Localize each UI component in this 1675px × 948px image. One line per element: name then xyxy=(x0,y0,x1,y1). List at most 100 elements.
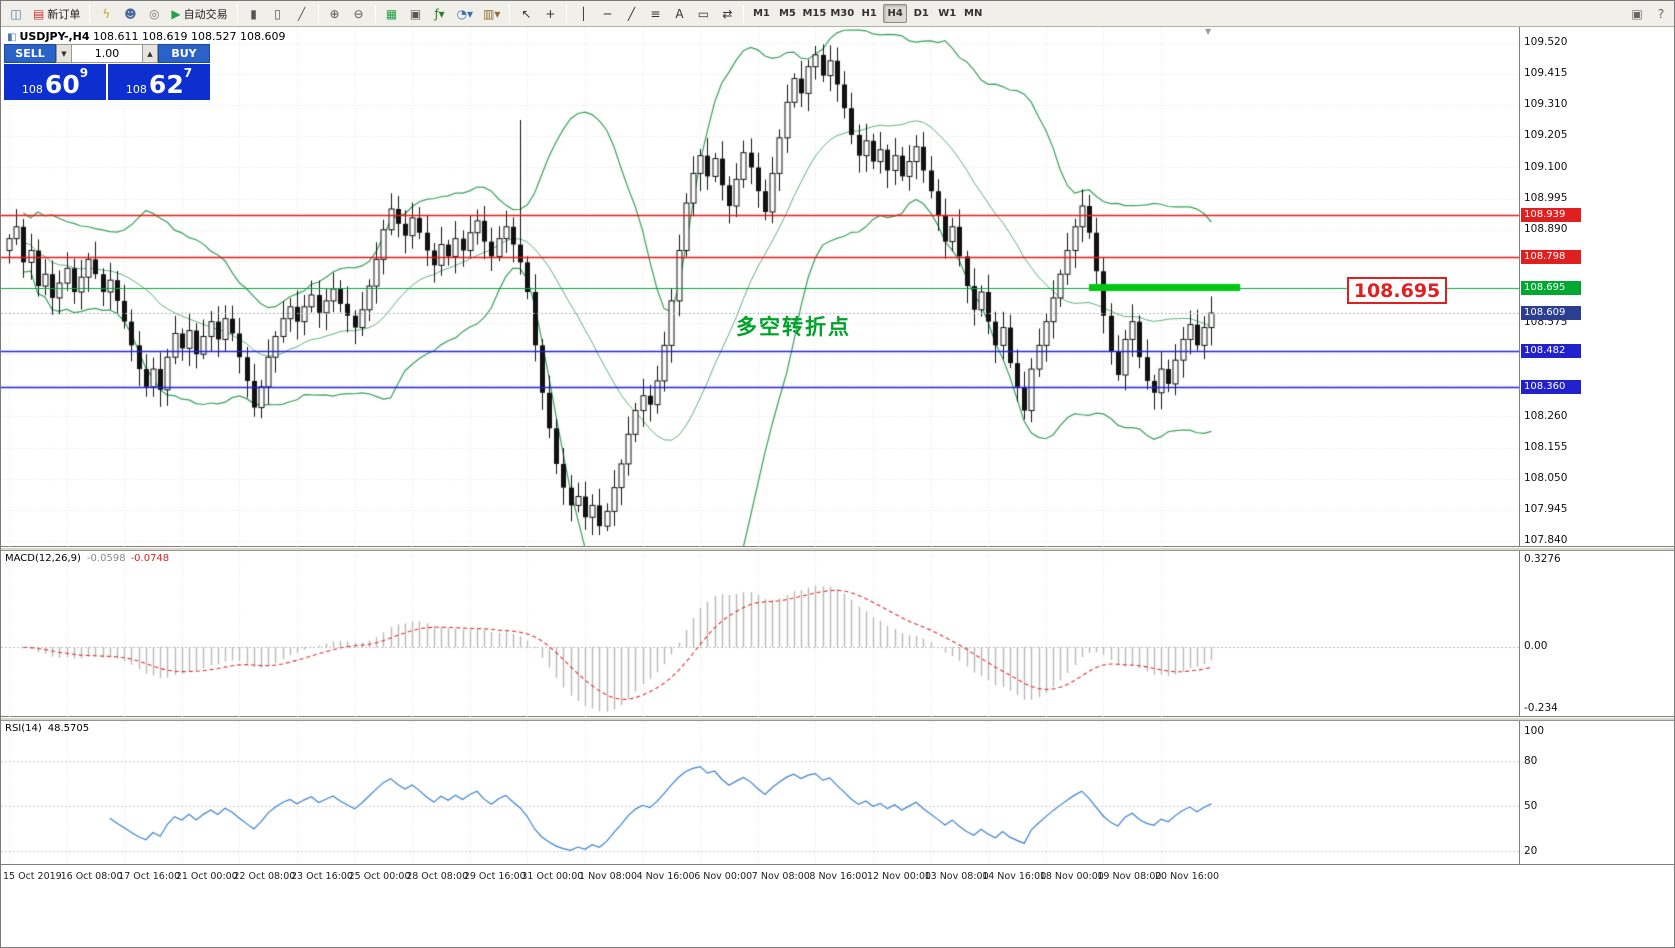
buy-button[interactable]: BUY xyxy=(158,44,210,63)
vertical-line-button[interactable]: │ xyxy=(579,6,588,21)
chart-text-annotation: 多空转折点 xyxy=(736,315,851,339)
toolbar-separator xyxy=(236,4,238,23)
timeframe-button-mn[interactable]: MN xyxy=(964,8,983,19)
macd-scale: 0.3276 0.00 -0.234 xyxy=(1519,551,1583,716)
timeframe-button-m15[interactable]: M15 xyxy=(802,8,827,19)
trendline-button[interactable]: ╱ xyxy=(627,6,636,21)
price-scale[interactable]: 109.520 109.415 109.310 109.205 109.100 108.9… xyxy=(1519,27,1583,546)
charts-menu-icon[interactable]: ◫ xyxy=(10,6,22,21)
buy-price-tile[interactable]: 108 62 7 xyxy=(108,64,210,100)
line-chart-button[interactable]: ╱ xyxy=(297,6,306,21)
time-axis-label: 18 Nov 00:00 xyxy=(1039,871,1104,882)
zoom-in-button[interactable]: ⊕ xyxy=(329,6,340,21)
chart-window-icon[interactable]: ▣ xyxy=(1631,6,1643,21)
profiles-icon[interactable]: ☻ xyxy=(124,6,137,21)
macd-canvas[interactable] xyxy=(1,551,1519,717)
zoom-out-button[interactable]: ⊖ xyxy=(353,6,364,21)
time-axis-label: 25 Oct 00:00 xyxy=(348,871,411,882)
rsi-canvas[interactable] xyxy=(1,721,1519,865)
price-scale-label: 108.050 xyxy=(1524,471,1568,484)
fibonacci-button[interactable]: ≡ xyxy=(650,6,661,21)
time-axis-label: 4 Nov 16:00 xyxy=(636,871,695,882)
buy-price-point: 7 xyxy=(183,66,193,80)
cursor-button[interactable]: ↖ xyxy=(521,6,532,21)
toolbar-separator xyxy=(743,4,745,23)
price-level-tag: 108.695 xyxy=(1521,280,1581,295)
time-axis-label: 29 Oct 16:00 xyxy=(463,871,526,882)
volume-input[interactable] xyxy=(72,44,142,63)
text-label-button[interactable]: ▭ xyxy=(697,6,710,21)
macd-signal-value: -0.0748 xyxy=(130,553,170,564)
timeframe-button-m1[interactable]: M1 xyxy=(752,8,770,19)
templates-menu-button[interactable]: ▥▾ xyxy=(483,6,501,21)
chart-shift-marker-icon[interactable]: ▼ xyxy=(1205,27,1212,36)
help-icon[interactable]: ? xyxy=(1657,6,1665,21)
sell-button[interactable]: SELL xyxy=(4,44,56,63)
price-level-tag: 108.798 xyxy=(1521,250,1581,265)
price-level-tag: 108.939 xyxy=(1521,208,1581,223)
rsi-name: RSI(14) xyxy=(5,723,42,734)
time-axis[interactable]: 15 Oct 2019 16 Oct 08:00 17 Oct 16:00 21 Oc… xyxy=(1,865,1674,891)
cascade-windows-button[interactable]: ▣ xyxy=(409,6,422,21)
price-level-tag: 108.360 xyxy=(1521,379,1581,394)
macd-panel: 0.3276 0.00 -0.234 MACD(12,26,9) -0.0598 -0.… xyxy=(1,551,1674,717)
time-axis-label: 15 Oct 2019 xyxy=(3,871,62,882)
rsi-scale-label: 100 xyxy=(1524,725,1545,737)
volume-decrease-button[interactable]: ▼ xyxy=(56,44,72,63)
time-axis-label: 20 Nov 16:00 xyxy=(1155,871,1220,882)
toolbar-separator xyxy=(566,4,568,23)
macd-value: -0.0598 xyxy=(86,553,126,564)
bar-chart-button[interactable]: ▮ xyxy=(250,6,257,21)
price-scale-label: 109.205 xyxy=(1524,129,1568,142)
timeframe-button-m5[interactable]: M5 xyxy=(778,8,796,19)
tile-windows-button[interactable]: ▦ xyxy=(385,6,398,21)
price-scale-label: 108.155 xyxy=(1524,440,1568,453)
periods-menu-button[interactable]: ◔▾ xyxy=(456,6,474,21)
text-button[interactable]: A xyxy=(675,6,684,21)
timeframe-button-w1[interactable]: W1 xyxy=(938,8,957,19)
chart-icon: ◧ xyxy=(7,32,17,43)
price-scale-label: 109.100 xyxy=(1524,160,1568,173)
ohlc-values: 108.611 108.619 108.527 108.609 xyxy=(93,30,286,43)
timeframe-button-m30[interactable]: M30 xyxy=(830,8,855,19)
time-axis-label: 7 Nov 08:00 xyxy=(751,871,810,882)
price-scale-label: 107.840 xyxy=(1524,534,1568,546)
price-scale-label: 108.995 xyxy=(1524,191,1568,204)
price-scale-label: 108.260 xyxy=(1524,409,1568,422)
time-axis-label: 1 Nov 08:00 xyxy=(579,871,638,882)
rsi-scale-label: 20 xyxy=(1524,845,1538,858)
timeframe-button-h4[interactable]: H4 xyxy=(883,4,908,23)
time-axis-label: 8 Nov 16:00 xyxy=(809,871,868,882)
rsi-scale-label: 80 xyxy=(1524,755,1538,768)
autotrading-button[interactable]: ▶ 自动交易 xyxy=(171,6,228,21)
arrows-button[interactable]: ⇄ xyxy=(722,6,733,21)
panel-separator[interactable] xyxy=(1,717,1674,721)
script-icon[interactable]: ϟ xyxy=(102,6,111,21)
main-chart-panel: 109.520 109.415 109.310 109.205 109.100 108.9… xyxy=(1,27,1674,547)
toolbar-separator xyxy=(317,4,319,23)
crosshair-button[interactable]: + xyxy=(545,6,556,21)
volume-increase-button[interactable]: ▲ xyxy=(142,44,158,63)
price-scale-label: 107.945 xyxy=(1524,502,1568,515)
sell-price-tile[interactable]: 108 60 9 xyxy=(4,64,106,100)
one-click-trading-panel: SELL ▼ ▲ BUY 108 60 9 108 62 7 xyxy=(4,44,210,100)
panel-separator[interactable] xyxy=(1,547,1674,551)
macd-name: MACD(12,26,9) xyxy=(5,553,81,564)
data-window-icon[interactable]: ◎ xyxy=(149,6,160,21)
toolbar-separator xyxy=(509,4,511,23)
rsi-scale: 100 80 50 20 xyxy=(1519,721,1583,864)
time-axis-label: 19 Nov 08:00 xyxy=(1097,871,1162,882)
toolbar-separator xyxy=(89,4,91,23)
horizontal-line-button[interactable]: ─ xyxy=(603,6,612,21)
symbol-title: USDJPY-,H4 xyxy=(19,30,90,43)
candlestick-chart-button[interactable]: ▯ xyxy=(274,6,281,21)
price-chart-canvas[interactable] xyxy=(1,27,1519,547)
price-scale-label: 108.890 xyxy=(1524,222,1568,235)
timeframe-button-d1[interactable]: D1 xyxy=(913,8,929,19)
time-axis-label: 13 Nov 08:00 xyxy=(924,871,989,882)
rsi-panel: 100 80 50 20 RSI(14) 48.5705 xyxy=(1,721,1674,865)
indicators-menu-button[interactable]: ƒ▾ xyxy=(434,6,445,21)
toolbar: ◫ ▤ 新订单 ϟ ☻ ◎ ▶ 自动交易 ▮ ▯ ╱ ⊕ ⊖ ▦ ▣ ƒ▾ ◔▾ ▥▾ ↖ + │ ─ ╱ ≡ A ▭ ⇄ M1 M5 M… xyxy=(1,1,1674,27)
new-order-button[interactable]: ▤ 新订单 xyxy=(33,6,81,21)
timeframe-button-h1[interactable]: H1 xyxy=(861,8,877,19)
